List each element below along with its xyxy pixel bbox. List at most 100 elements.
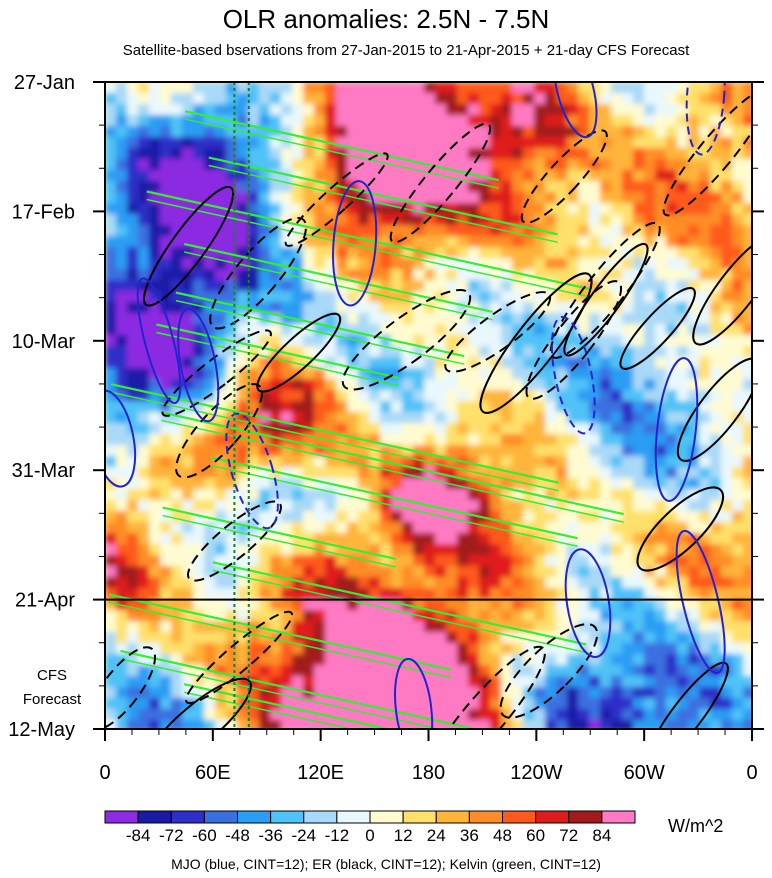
field-cell xyxy=(644,115,656,127)
field-cell xyxy=(237,643,249,655)
field-cell xyxy=(468,577,480,589)
field-cell xyxy=(611,533,623,545)
field-cell xyxy=(611,621,623,633)
field-cell xyxy=(666,478,678,490)
field-cell xyxy=(578,357,590,369)
field-cell xyxy=(677,137,689,149)
field-cell xyxy=(666,654,678,666)
field-cell xyxy=(589,434,601,446)
field-cell xyxy=(303,511,315,523)
field-cell xyxy=(105,522,117,534)
field-cell xyxy=(512,126,524,138)
field-cell xyxy=(468,555,480,567)
field-cell xyxy=(611,566,623,578)
chart-subtitle: Satellite-based bservations from 27-Jan-… xyxy=(122,42,690,59)
field-cell xyxy=(743,247,752,259)
field-cell xyxy=(490,225,502,237)
field-cell xyxy=(424,566,436,578)
field-cell xyxy=(578,247,590,259)
field-cell xyxy=(677,170,689,182)
field-cell xyxy=(193,126,205,138)
field-cell xyxy=(380,93,392,105)
field-cell xyxy=(578,555,590,567)
field-cell xyxy=(105,324,117,336)
field-cell xyxy=(204,379,216,391)
field-cell xyxy=(336,577,348,589)
field-cell xyxy=(490,610,502,622)
field-cell xyxy=(545,214,557,226)
field-cell xyxy=(501,203,513,215)
field-cell xyxy=(303,192,315,204)
field-cell xyxy=(413,390,425,402)
field-cell xyxy=(479,357,491,369)
field-cell xyxy=(688,159,700,171)
field-cell xyxy=(721,181,733,193)
field-cell xyxy=(589,115,601,127)
field-cell xyxy=(413,489,425,501)
field-cell xyxy=(215,148,227,160)
field-cell xyxy=(512,390,524,402)
field-cell xyxy=(622,82,634,94)
field-cell xyxy=(303,280,315,292)
field-cell xyxy=(699,522,711,534)
field-cell xyxy=(490,445,502,457)
field-cell xyxy=(226,599,238,611)
field-cell xyxy=(655,357,667,369)
field-cell xyxy=(732,236,744,248)
colorbar-swatch xyxy=(435,810,470,824)
field-cell xyxy=(534,544,546,556)
field-cell xyxy=(424,126,436,138)
field-cell xyxy=(182,588,194,600)
field-cell xyxy=(336,676,348,688)
field-cell xyxy=(380,203,392,215)
colorbar-swatch xyxy=(137,810,172,824)
field-cell xyxy=(138,159,150,171)
mjo-contour xyxy=(394,657,434,729)
field-cell xyxy=(204,467,216,479)
field-cell xyxy=(699,203,711,215)
forecast-label: CFS Forecast xyxy=(22,667,82,708)
field-cell xyxy=(589,544,601,556)
field-cell xyxy=(182,720,194,729)
field-cell xyxy=(325,621,337,633)
field-cell xyxy=(490,247,502,259)
field-cell xyxy=(721,566,733,578)
field-cell xyxy=(677,82,689,94)
field-cell xyxy=(578,192,590,204)
field-cell xyxy=(556,137,568,149)
field-cell xyxy=(138,522,150,534)
field-cell xyxy=(677,324,689,336)
field-cell xyxy=(116,236,128,248)
field-cell xyxy=(182,555,194,567)
kelvin-contour xyxy=(212,569,587,654)
field-cell xyxy=(204,654,216,666)
field-cell xyxy=(446,577,458,589)
field-cell xyxy=(490,379,502,391)
field-cell xyxy=(743,148,752,160)
field-cell xyxy=(688,654,700,666)
field-cell xyxy=(622,500,634,512)
field-cell xyxy=(435,599,447,611)
field-cell xyxy=(171,577,183,589)
field-cell xyxy=(743,720,752,729)
field-cell xyxy=(413,456,425,468)
x-tick-label: 60E xyxy=(195,762,231,784)
field-cell xyxy=(358,401,370,413)
field-cell xyxy=(380,225,392,237)
field-cell xyxy=(105,159,117,171)
field-cell xyxy=(105,599,117,611)
field-cell xyxy=(248,115,260,127)
field-cell xyxy=(446,654,458,666)
field-cell xyxy=(666,203,678,215)
field-cell xyxy=(204,621,216,633)
field-cell xyxy=(512,720,524,729)
field-cell xyxy=(149,632,161,644)
field-cell xyxy=(314,621,326,633)
field-cell xyxy=(204,643,216,655)
field-cell xyxy=(523,214,535,226)
field-cell xyxy=(545,126,557,138)
field-cell xyxy=(347,709,359,721)
field-cell xyxy=(545,269,557,281)
field-cell xyxy=(479,588,491,600)
field-cell xyxy=(171,181,183,193)
